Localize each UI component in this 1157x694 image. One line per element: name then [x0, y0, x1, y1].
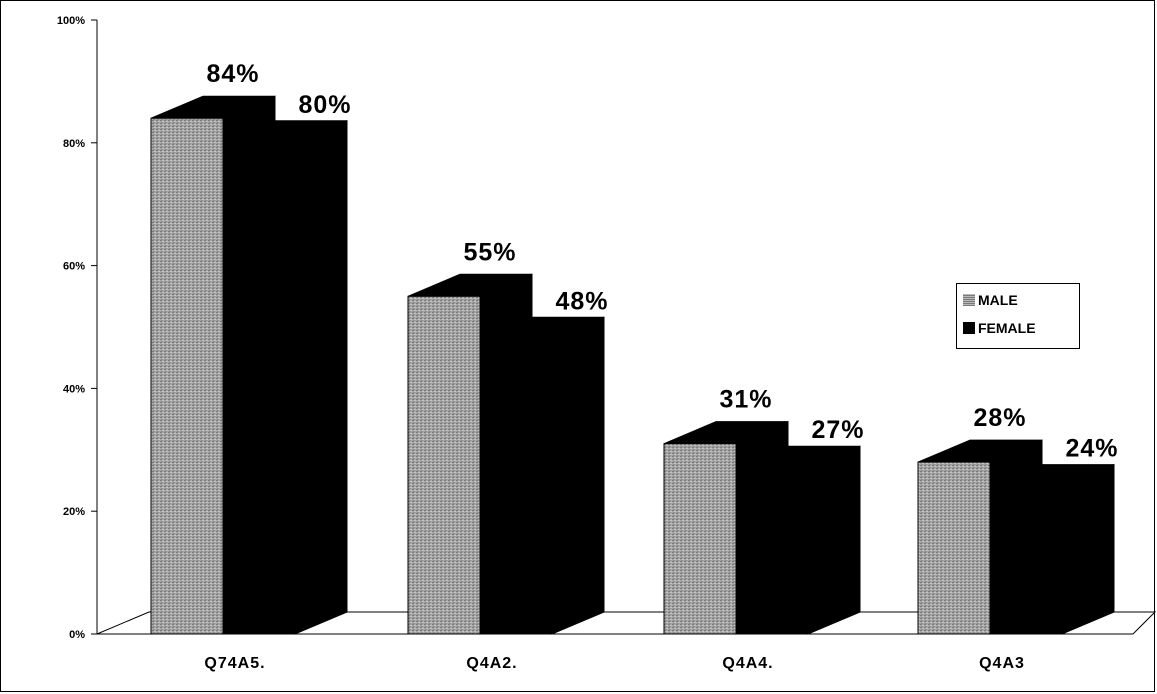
bar-male [917, 461, 991, 635]
bar-side-male [222, 95, 276, 635]
y-tick-label: 20% [63, 506, 85, 518]
bar-side-female [807, 445, 861, 635]
data-label-female: 27% [811, 416, 864, 444]
data-label-female: 48% [555, 287, 608, 315]
y-tick-label: 80% [63, 138, 85, 150]
y-tick-label: 60% [63, 261, 85, 273]
y-tick-label: 0% [69, 629, 85, 641]
bar-side-male [735, 420, 789, 635]
bar-male [407, 295, 481, 635]
bar-male [150, 117, 224, 635]
x-category-label: Q74A5. [204, 655, 265, 672]
x-category-label: Q4A3 [979, 655, 1025, 672]
data-label-male: 31% [719, 386, 772, 414]
legend-label-male: MALE [978, 292, 1018, 308]
legend-item-male: MALE [963, 292, 1018, 308]
legend-item-female: FEMALE [963, 320, 1036, 336]
bar-side-male [989, 439, 1043, 635]
data-label-male: 55% [463, 238, 516, 266]
data-label-male: 84% [206, 60, 259, 88]
legend-label-female: FEMALE [978, 320, 1036, 336]
bar-male [663, 443, 737, 635]
bar-side-female [551, 316, 605, 635]
chart-legend: MALE FEMALE [956, 283, 1080, 349]
x-category-label: Q4A2. [466, 655, 517, 672]
female-swatch [963, 322, 975, 334]
bar-side-male [479, 273, 533, 635]
x-category-label: Q4A4. [722, 655, 773, 672]
data-label-male: 28% [973, 404, 1026, 432]
y-tick-label: 40% [63, 383, 85, 395]
bar-side-female [294, 120, 348, 635]
male-swatch [963, 294, 975, 306]
y-tick-label: 100% [57, 15, 85, 27]
bar-side-female [1061, 463, 1115, 635]
data-label-female: 24% [1065, 435, 1118, 463]
data-label-female: 80% [298, 91, 351, 119]
